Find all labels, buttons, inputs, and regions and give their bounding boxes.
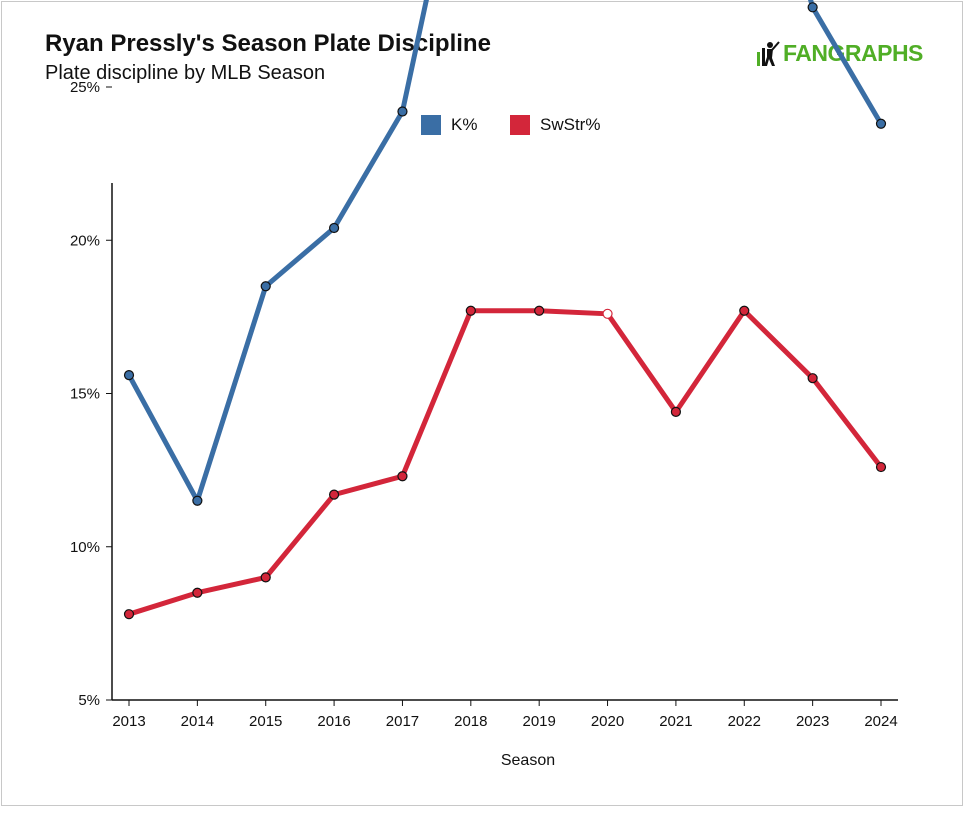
x-tick-label: 2023 <box>796 713 829 730</box>
legend-item-swstr[interactable]: SwStr% <box>510 112 600 138</box>
data-point-1-2024 <box>875 461 887 473</box>
batter-icon <box>757 41 780 66</box>
data-point-0-2024 <box>875 118 887 129</box>
data-point-1-2015 <box>260 572 271 583</box>
fangraphs-logo[interactable]: FANGRAPHS <box>755 38 930 70</box>
data-point-1-2021 <box>670 406 682 417</box>
data-point-1-2017 <box>397 471 408 482</box>
data-point-0-2023 <box>807 2 818 13</box>
x-tick-label: 2020 <box>591 713 624 730</box>
data-point-1-2014 <box>192 587 203 598</box>
x-tick-label: 2016 <box>317 713 350 730</box>
data-point-1-2016 <box>328 489 340 500</box>
x-tick-label: 2022 <box>728 713 761 730</box>
x-tick-label: 2021 <box>659 713 692 730</box>
data-point-0-2016 <box>328 222 340 234</box>
data-point-0-2014 <box>192 495 203 506</box>
data-point-1-2022 <box>739 305 750 316</box>
series-line-1 <box>126 308 884 617</box>
data-point-1-2018 <box>465 305 476 316</box>
legend: K% SwStr% <box>0 112 962 140</box>
legend-item-k[interactable]: K% <box>421 112 477 138</box>
x-tick-label: 2024 <box>864 713 897 730</box>
data-point-1-2023 <box>807 373 818 384</box>
series-line-0 <box>126 0 884 504</box>
y-tick-label: 10% <box>70 539 100 556</box>
legend-swatch-k <box>421 115 441 135</box>
data-point-1-2013 <box>123 609 135 620</box>
y-tick-label: 5% <box>78 692 100 709</box>
x-tick-label: 2018 <box>454 713 487 730</box>
data-point-1-2019 <box>534 305 545 316</box>
x-axis-label: Season <box>500 752 556 769</box>
x-tick-label: 2019 <box>522 713 555 730</box>
x-tick-label: 2015 <box>249 713 282 730</box>
y-tick-label: 20% <box>70 232 100 249</box>
x-tick-label: 2013 <box>112 713 145 730</box>
x-tick-label: 2014 <box>181 713 214 730</box>
legend-label-k: K% <box>451 115 478 134</box>
x-tick-label: 2017 <box>386 713 419 730</box>
chart-subtitle: Plate discipline by MLB Season <box>45 62 326 84</box>
data-point-0-2015 <box>260 281 271 292</box>
y-tick-label: 15% <box>70 386 100 403</box>
data-point-0-2017 <box>397 106 408 117</box>
data-point-1-2020 <box>602 308 613 319</box>
legend-label-swstr: SwStr% <box>540 115 601 134</box>
logo-text: FANGRAPHS <box>783 40 923 66</box>
legend-swatch-swstr <box>510 115 530 135</box>
data-point-0-2013 <box>123 370 135 381</box>
y-tick-label: 25% <box>70 79 100 96</box>
